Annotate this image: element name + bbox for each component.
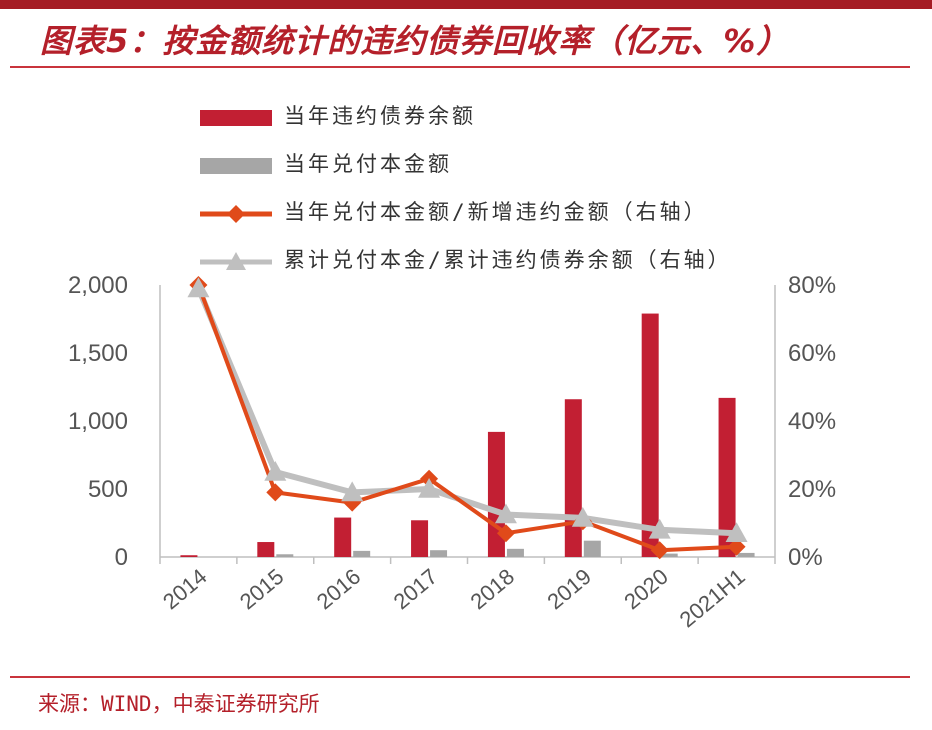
title-divider: [10, 66, 910, 68]
footer-divider: [10, 676, 910, 678]
y-right-tick-label: 0%: [788, 544, 823, 571]
y-right-tick-label: 20%: [788, 476, 836, 503]
source-note: 来源：WIND，中泰证券研究所: [38, 692, 320, 716]
x-tick-label: 2018: [466, 564, 520, 615]
y-left-tick-label: 0: [115, 544, 128, 571]
y-right-tick-label: 60%: [788, 340, 836, 367]
x-tick-label: 2020: [619, 564, 673, 615]
point-annual-diamond: [650, 541, 669, 560]
point-annual-diamond: [266, 483, 285, 502]
point-cumulative-triangle: [418, 478, 441, 498]
point-cumulative-triangle: [494, 503, 517, 524]
bar-defaulted: [257, 542, 275, 557]
legend-label: 当年兑付本金额/新增违约金额（右轴）: [284, 200, 708, 224]
point-cumulative-triangle: [341, 481, 364, 502]
x-tick-label: 2017: [389, 564, 443, 615]
point-cumulative-triangle: [725, 522, 748, 542]
x-tick-label: 2021H1: [675, 564, 750, 633]
bar-paid: [583, 540, 601, 557]
y-right-tick-label: 80%: [788, 272, 836, 299]
bar-paid: [430, 550, 448, 557]
point-cumulative-triangle: [648, 518, 671, 539]
x-tick-label: 2015: [235, 564, 289, 615]
legend-label: 当年兑付本金额: [284, 152, 452, 176]
bar-defaulted: [718, 397, 736, 557]
y-left-tick-label: 1,000: [68, 408, 128, 435]
lines: [187, 276, 748, 560]
bar-paid: [737, 552, 755, 557]
bar-defaulted: [411, 520, 429, 557]
x-tick-label: 2019: [542, 564, 596, 615]
line-annual: [196, 284, 737, 553]
point-annual-diamond: [727, 537, 746, 556]
point-annual-diamond: [496, 524, 515, 543]
bar-paid: [353, 550, 371, 557]
bar-paid: [506, 548, 524, 557]
legend-line-triangle-icon: [200, 252, 272, 270]
bar-defaulted: [564, 399, 582, 557]
bar-paid: [276, 554, 294, 557]
bar-paid: [660, 553, 678, 557]
y-left-tick-label: 2,000: [68, 272, 128, 299]
top-accent-bar: [0, 0, 932, 9]
point-cumulative-triangle: [187, 277, 210, 298]
legend-swatch-red-bar: [200, 110, 272, 126]
legend-label: 累计兑付本金/累计违约债券余额（右轴）: [284, 248, 732, 272]
point-cumulative-triangle: [264, 461, 287, 481]
y-right-tick-label: 40%: [788, 408, 836, 435]
bar-defaulted: [641, 313, 659, 557]
legend-line-diamond-icon: [200, 205, 272, 223]
chart-title: 图表5：按金额统计的违约债券回收率（亿元、%）: [40, 22, 790, 60]
point-cumulative-triangle: [571, 506, 594, 527]
bar-defaulted: [334, 517, 352, 557]
x-tick-label: 2016: [312, 564, 366, 615]
x-tick-label: 2014: [158, 564, 212, 615]
legend-label: 当年违约债券余额: [284, 104, 476, 128]
y-left-tick-label: 500: [88, 476, 128, 503]
line-cumulative: [195, 287, 737, 537]
bars: [180, 313, 755, 557]
y-left-tick-label: 1,500: [68, 340, 128, 367]
legend-swatch-gray-bar: [200, 158, 272, 174]
bar-defaulted: [180, 555, 198, 557]
